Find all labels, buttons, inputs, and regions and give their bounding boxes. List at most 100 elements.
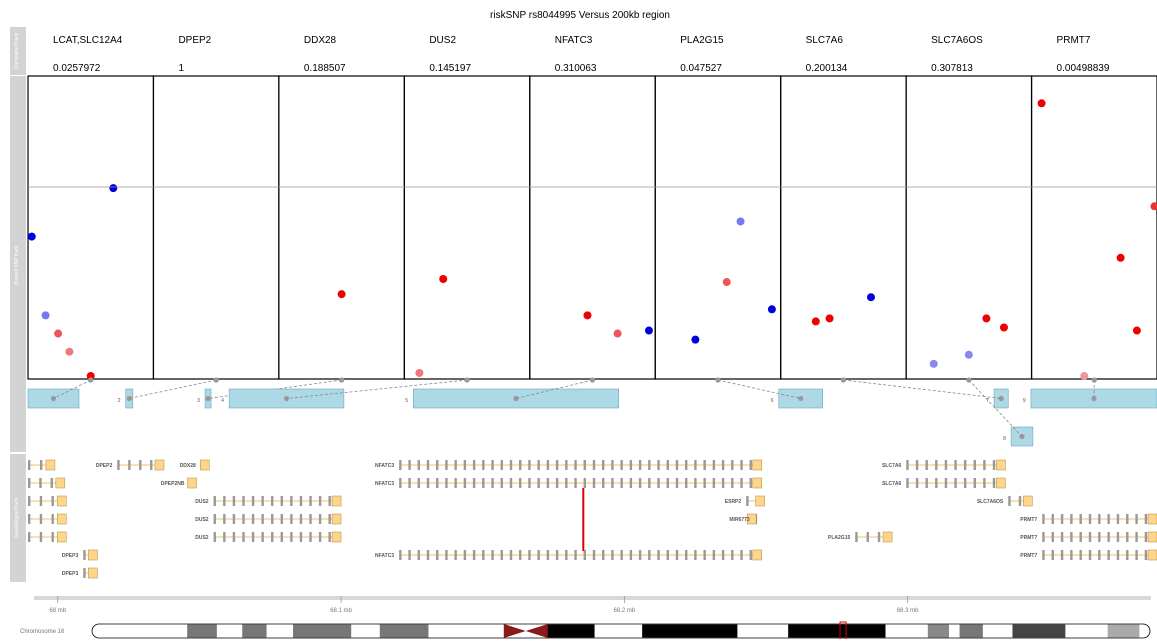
panel-gene-label: LCAT,SLC12A4 (53, 35, 123, 46)
gene-exon (713, 478, 715, 488)
gene-exon (574, 550, 576, 560)
gene-label: PRMT7 (1020, 553, 1037, 559)
gene-exon (1145, 532, 1147, 542)
gene-utr (200, 460, 209, 470)
gene-label: SLC7A6 (882, 463, 901, 469)
gene-exon (746, 496, 748, 506)
panel-correlation-value: 0.307813 (931, 63, 973, 74)
gene-exon (150, 460, 152, 470)
gene-exon (436, 478, 438, 488)
gene-exon (117, 460, 119, 470)
gene-exon (1070, 532, 1072, 542)
gene-exon (464, 460, 466, 470)
ideogram-group: Chromosome 16 (20, 622, 1150, 639)
gene-exon (40, 532, 42, 542)
bin-label: 8 (1003, 436, 1006, 442)
gene-exon (954, 460, 956, 470)
ideogram-band (1012, 625, 1065, 638)
gene-exon (408, 478, 410, 488)
panel-gene-label: DDX28 (304, 35, 337, 46)
gene-exon (731, 550, 733, 560)
gene-utr (57, 532, 66, 542)
gene-exon (867, 532, 869, 542)
gene-exon (926, 460, 928, 470)
gene-exon (611, 550, 613, 560)
panel-anchor-dot (966, 377, 971, 382)
gene-exon (464, 478, 466, 488)
scatter-panel-frame (655, 76, 780, 379)
gene-exon (1107, 532, 1109, 542)
gene-exon (1135, 550, 1137, 560)
gene-exon (593, 460, 595, 470)
snp-point (768, 305, 776, 313)
gene-exon (252, 496, 254, 506)
gene-utr (88, 568, 97, 578)
gene-utr (332, 532, 341, 542)
snp-point (54, 330, 62, 338)
gene-exon (593, 478, 595, 488)
gene-utr (883, 532, 892, 542)
gene-exon (556, 550, 558, 560)
gene-exon (983, 460, 985, 470)
gene-exon (399, 478, 401, 488)
ideogram-band (242, 625, 266, 638)
gene-exon (309, 514, 311, 524)
gene-exon (290, 496, 292, 506)
gene-exon (83, 550, 85, 560)
gene-utr (188, 478, 197, 488)
gene-exon (28, 532, 30, 542)
gene-exon (40, 460, 42, 470)
gene-exon (408, 550, 410, 560)
gene-exon (491, 550, 493, 560)
gene-exon (974, 460, 976, 470)
correlation-track-label: CorrelationTrack (14, 32, 20, 69)
gene-exon (1080, 532, 1082, 542)
snp-point (583, 311, 591, 319)
snp-point (42, 311, 50, 319)
gene-exon (556, 460, 558, 470)
gene-exon (281, 496, 283, 506)
bin-label: 4 (221, 398, 224, 404)
gene-exon (584, 478, 586, 488)
gene-exon (223, 496, 225, 506)
gene-exon (309, 532, 311, 542)
gene-exon (878, 532, 880, 542)
panel-gene-label: PRMT7 (1057, 35, 1091, 46)
gene-exon (399, 460, 401, 470)
gene-exon (261, 496, 263, 506)
gene-exon (703, 460, 705, 470)
panel-correlation-value: 0.0257972 (53, 63, 101, 74)
gene-exon (620, 550, 622, 560)
panel-correlation-value: 0.047527 (680, 63, 722, 74)
gene-exon (528, 550, 530, 560)
panel-correlation-value: 0.200134 (806, 63, 848, 74)
gene-exon (1117, 550, 1119, 560)
gene-exon (584, 460, 586, 470)
gene-label: MIR6773 (729, 517, 750, 523)
snp-point (338, 290, 346, 298)
gene-exon (639, 550, 641, 560)
gene-exon (565, 478, 567, 488)
gene-label: PLA2G15 (828, 535, 850, 541)
gene-exon (271, 514, 273, 524)
gene-exon (750, 550, 752, 560)
gene-exon (667, 460, 669, 470)
gene-exon (319, 496, 321, 506)
gene-label: PRMT7 (1020, 535, 1037, 541)
panel-correlation-value: 0.188507 (304, 63, 346, 74)
gene-exon (51, 514, 53, 524)
gene-exon (676, 460, 678, 470)
gene-exon (1107, 514, 1109, 524)
gene-exon (427, 550, 429, 560)
snp-point (826, 314, 834, 322)
gene-exon (271, 496, 273, 506)
gene-label: DPEP3 (62, 571, 79, 577)
scatter-panels-group (28, 76, 1157, 380)
gene-exon (300, 514, 302, 524)
gene-exon (1042, 550, 1044, 560)
gene-exon (740, 550, 742, 560)
gene-exon (639, 460, 641, 470)
gene-exon (750, 460, 752, 470)
